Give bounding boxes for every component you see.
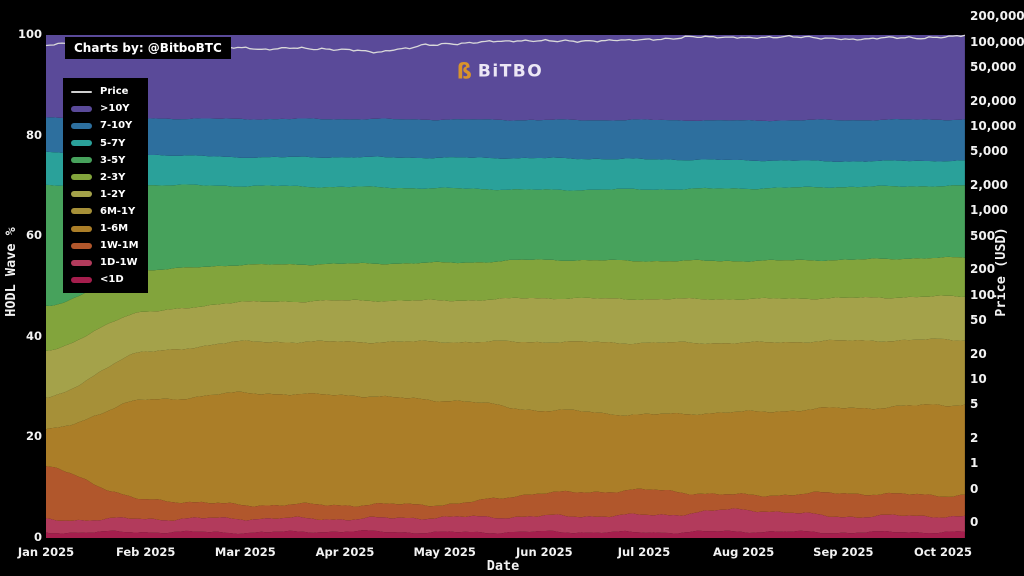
bitbo-logo: ß BiTBO [456, 59, 544, 84]
y-right-tick-100,000: 100,000 [970, 34, 1024, 49]
legend-item-label: 1-6M [100, 223, 129, 234]
band-color-swatch [71, 259, 92, 266]
legend-item-label: 5-7Y [100, 137, 126, 149]
y-left-tick-80: 80 [25, 127, 42, 142]
band-2-3y [46, 256, 965, 351]
band-color-swatch [71, 242, 92, 249]
band-7-10y [46, 117, 965, 162]
legend-item-label: 1-2Y [100, 188, 126, 200]
legend-item-label: 1D-1W [100, 257, 138, 269]
x-tick-may-2025: May 2025 [413, 545, 476, 559]
band-color-swatch [71, 191, 92, 198]
band-1w-1m [46, 466, 965, 521]
x-tick-jul-2025: Jul 2025 [617, 545, 671, 559]
band-color-swatch [71, 140, 92, 147]
legend-item-1-2y[interactable]: 1-2Y [71, 188, 139, 202]
band-color-swatch [71, 174, 92, 181]
y-right-tick-0: 0 [970, 515, 979, 530]
legend-item-label: 1W-1M [100, 240, 139, 252]
legend-item-label: <1D [100, 274, 124, 286]
y-right-tick-5: 5 [970, 397, 979, 412]
band-color-swatch [71, 157, 92, 164]
legend-item-7-10y[interactable]: 7-10Y [71, 119, 139, 133]
band-1-6m [46, 391, 965, 507]
legend-item-1-6m[interactable]: 1-6M [71, 222, 139, 236]
band-3-5y [46, 184, 965, 306]
x-axis-title: Date [486, 558, 520, 574]
x-tick-aug-2025: Aug 2025 [712, 545, 775, 559]
y-left-tick-20: 20 [25, 429, 42, 444]
legend-item--10y[interactable]: >10Y [71, 102, 139, 116]
legend-item-6m-1y[interactable]: 6M-1Y [71, 205, 139, 219]
charts-by-label: Charts by: @BitboBTC [74, 41, 222, 55]
x-tick-jun-2025: Jun 2025 [515, 545, 573, 559]
price-line-swatch [71, 90, 92, 93]
legend-item-1d-1w[interactable]: 1D-1W [71, 256, 139, 270]
x-tick-mar-2025: Mar 2025 [214, 545, 276, 559]
band-1d-1w [46, 508, 965, 534]
y-right-tick-1: 1 [970, 456, 979, 471]
band-color-swatch [71, 122, 92, 129]
y-right-tick-50: 50 [970, 312, 987, 327]
x-tick-sep-2025: Sep 2025 [813, 545, 874, 559]
y-left-tick-40: 40 [25, 328, 42, 343]
legend: Price >10Y 7-10Y 5-7Y 3-5Y 2-3Y 1-2Y 6M-1Y 1-6M 1… [63, 78, 148, 293]
band-1-2y [46, 295, 965, 398]
legend-item-label: 3-5Y [100, 154, 126, 166]
legend-item-price[interactable]: Price [71, 85, 139, 99]
band-5-7y [46, 151, 965, 191]
legend-item-label: >10Y [100, 103, 130, 115]
band-color-swatch [71, 105, 92, 112]
y-right-tick-0: 0 [970, 481, 979, 496]
legend-item-label: Price [100, 86, 129, 98]
legend-item-3-5y[interactable]: 3-5Y [71, 153, 139, 167]
x-tick-apr-2025: Apr 2025 [315, 545, 375, 559]
charts-by-badge: Charts by: @BitboBTC [65, 37, 231, 59]
legend-item-label: 2-3Y [100, 171, 126, 183]
band-color-swatch [71, 208, 92, 215]
y-right-tick-10: 10 [970, 371, 987, 386]
legend-item--1d[interactable]: <1D [71, 273, 139, 287]
y-right-tick-2,000: 2,000 [970, 177, 1008, 192]
band-color-swatch [71, 225, 92, 232]
band-color-swatch [71, 276, 92, 283]
legend-item-1w-1m[interactable]: 1W-1M [71, 239, 139, 253]
x-tick-feb-2025: Feb 2025 [115, 545, 176, 559]
legend-item-2-3y[interactable]: 2-3Y [71, 170, 139, 184]
y-right-tick-100: 100 [970, 287, 996, 302]
y-left-tick-0: 0 [33, 530, 42, 544]
y-right-tick-50,000: 50,000 [970, 60, 1017, 75]
band--10y [46, 35, 965, 122]
band--1d [46, 530, 965, 538]
x-tick-jan-2025: Jan 2025 [17, 545, 75, 559]
legend-item-5-7y[interactable]: 5-7Y [71, 136, 139, 150]
y-right-tick-20,000: 20,000 [970, 93, 1017, 108]
y-right-tick-2: 2 [970, 430, 979, 445]
y-left-tick-100: 100 [17, 27, 42, 41]
y-right-tick-5,000: 5,000 [970, 144, 1008, 159]
legend-item-label: 7-10Y [100, 120, 133, 132]
band-6m-1y [46, 338, 965, 430]
y-left-tick-60: 60 [25, 228, 42, 243]
y-right-tick-200: 200 [970, 262, 996, 277]
y-right-tick-200,000: 200,000 [970, 9, 1024, 24]
y-right-tick-500: 500 [970, 228, 996, 243]
y-right-tick-10,000: 10,000 [970, 119, 1017, 133]
bitcoin-b-icon: ß [456, 59, 472, 84]
bitbo-wordmark: BiTBO [477, 61, 544, 82]
legend-item-label: 6M-1Y [100, 205, 136, 217]
x-tick-oct-2025: Oct 2025 [913, 545, 973, 559]
y-right-tick-20: 20 [970, 346, 987, 361]
y-right-tick-1,000: 1,000 [970, 203, 1008, 218]
